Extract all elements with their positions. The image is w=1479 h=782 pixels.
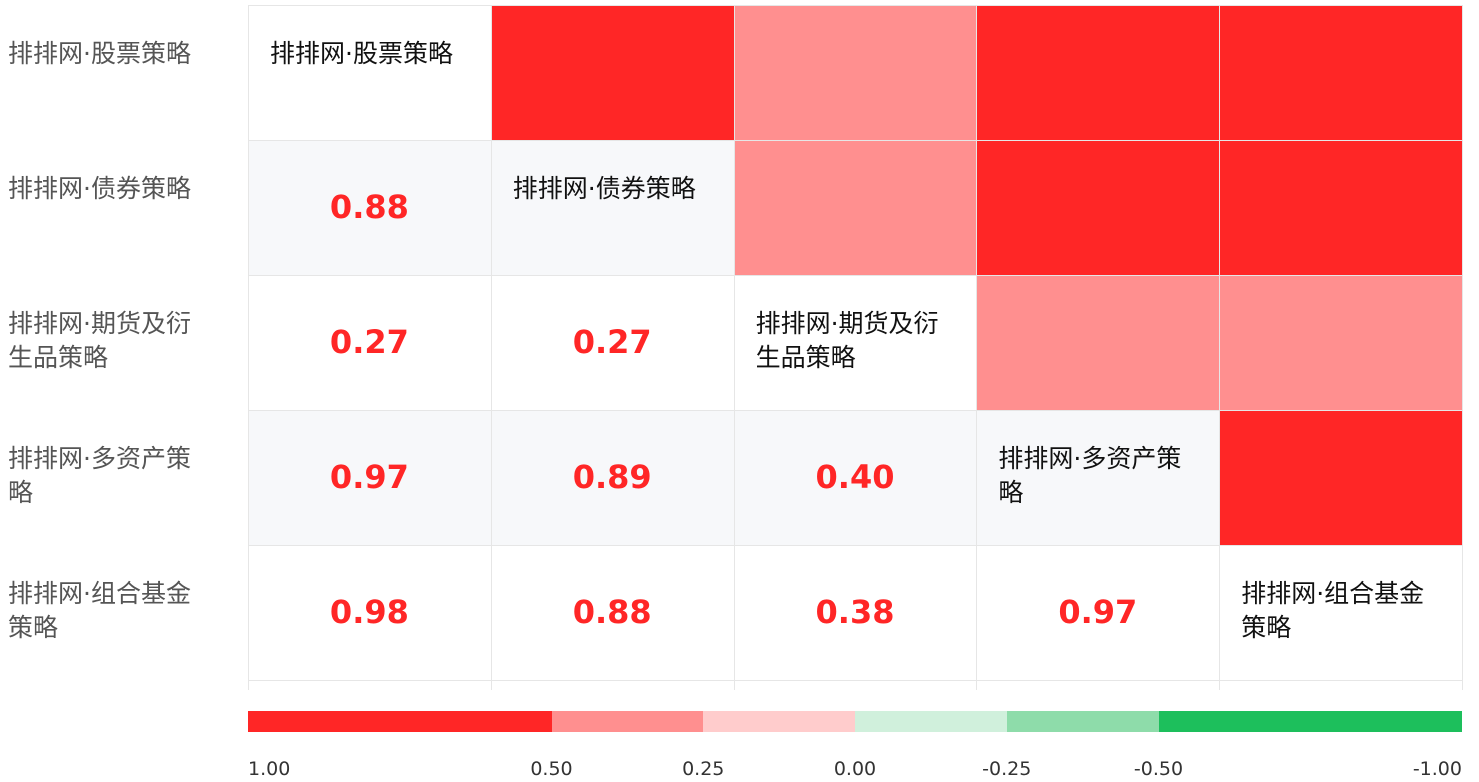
grid-line (248, 5, 1462, 6)
grid-line (248, 140, 1462, 141)
grid-line (1219, 5, 1221, 690)
grid-line (248, 5, 249, 690)
legend-tick-label: 0.25 (682, 758, 725, 780)
value-label: 0.88 (572, 593, 652, 631)
value-label: 0.88 (329, 188, 409, 226)
heat-cell (976, 5, 1220, 140)
grid-line (1462, 5, 1463, 690)
grid-line (733, 5, 735, 690)
legend-segment (1006, 711, 1159, 732)
diagonal-label: 排排网·期货及衍生品策略 (755, 309, 939, 372)
grid-line (248, 545, 1462, 546)
grid-line (248, 410, 1462, 411)
legend-tick-label: 1.00 (248, 758, 291, 780)
legend-tick-label: -0.25 (982, 758, 1032, 780)
legend-segment (855, 711, 1007, 732)
legend-segment (703, 711, 855, 732)
legend-tick-label: -1.00 (1412, 758, 1462, 780)
value-label: 0.89 (572, 458, 652, 496)
row-label: 排排网·多资产策略 (8, 444, 191, 507)
grid-line (490, 5, 492, 690)
value-label: 0.27 (329, 323, 409, 361)
diagonal-label: 排排网·组合基金策略 (1241, 579, 1425, 642)
heat-cell (733, 140, 977, 275)
heat-cell (1219, 410, 1462, 545)
heat-cell (976, 275, 1220, 410)
legend-segment (248, 711, 552, 732)
legend-segment (551, 711, 704, 732)
heat-cell (490, 5, 734, 140)
value-label: 0.40 (815, 458, 895, 496)
row-background (248, 545, 1462, 680)
legend-tick-label: 0.50 (530, 758, 573, 780)
heat-cell (1219, 5, 1462, 140)
value-label: 0.38 (815, 593, 895, 631)
diagonal-label: 排排网·多资产策略 (998, 444, 1182, 507)
heat-cell (1219, 140, 1462, 275)
diagonal-label: 排排网·股票策略 (270, 39, 453, 68)
legend-tick-label: 0.00 (833, 758, 877, 780)
row-label: 排排网·期货及衍生品策略 (8, 309, 191, 372)
value-label: 0.98 (329, 593, 409, 631)
heat-cell (976, 140, 1220, 275)
diagonal-label: 排排网·债券策略 (512, 174, 696, 203)
grid-line (976, 5, 978, 690)
grid-line (248, 275, 1462, 276)
value-label: 0.97 (1058, 593, 1138, 631)
row-label: 排排网·债券策略 (8, 174, 191, 203)
grid-line (248, 680, 1462, 681)
heat-cell (1219, 275, 1462, 410)
row-label: 排排网·组合基金策略 (8, 579, 191, 642)
value-label: 0.97 (329, 458, 409, 496)
legend-tick-label: -0.50 (1133, 758, 1184, 780)
heat-cell (733, 5, 977, 140)
row-label: 排排网·股票策略 (8, 39, 191, 68)
value-label: 0.27 (572, 323, 652, 361)
legend-segment (1158, 711, 1462, 732)
